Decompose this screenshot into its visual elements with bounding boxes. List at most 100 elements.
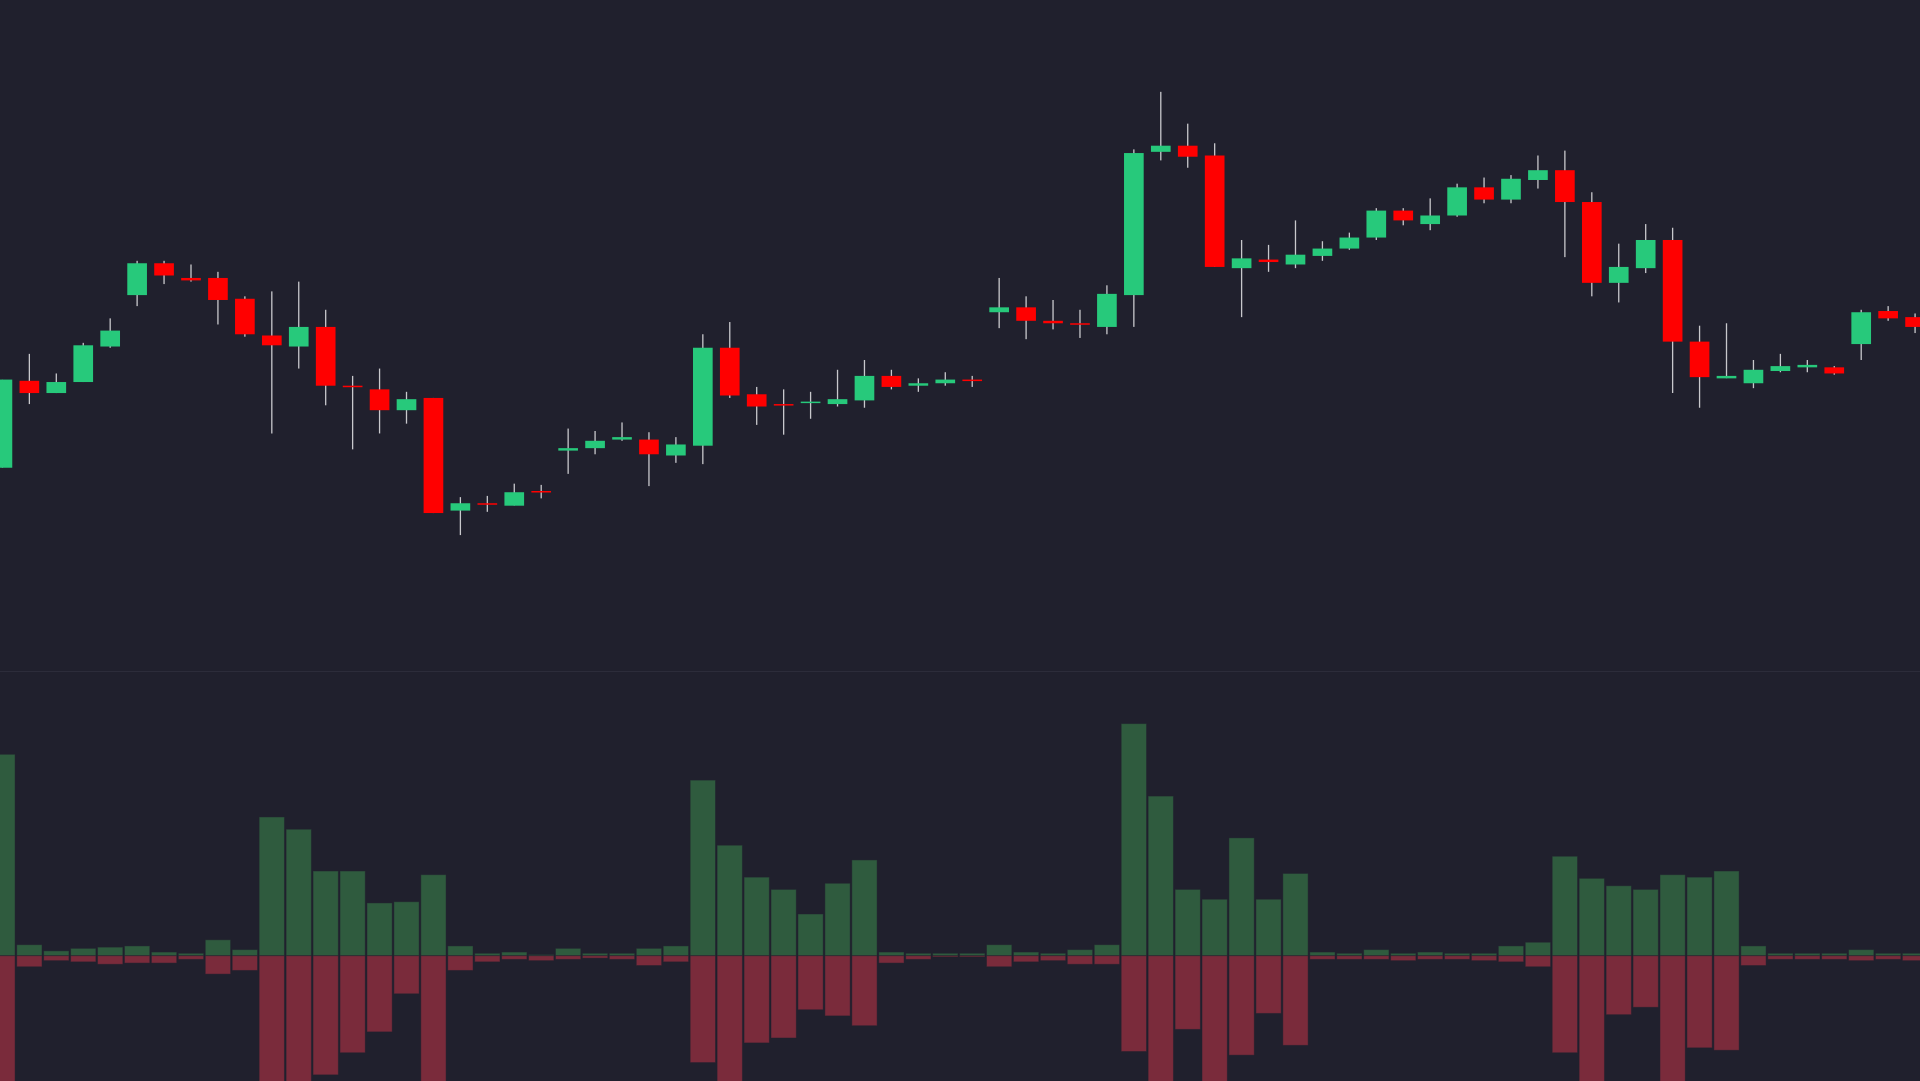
volume-bar — [1174, 955, 1201, 1030]
volume-bar — [1605, 955, 1632, 1016]
candle-body — [1608, 266, 1629, 283]
volume-bar — [1524, 955, 1552, 968]
volume-bar — [581, 955, 609, 959]
candle-body — [154, 263, 174, 276]
candle-body — [1581, 202, 1602, 283]
candle-body — [504, 492, 525, 506]
candle-body — [1555, 170, 1575, 203]
volume-bar — [1713, 955, 1740, 1051]
volume-bar — [1659, 955, 1686, 1081]
volume-bar — [932, 955, 959, 958]
volume-bar — [231, 949, 259, 957]
candle-body — [935, 379, 956, 384]
candle-body — [1474, 187, 1494, 200]
volume-bar — [420, 874, 447, 957]
volume-bar — [1417, 955, 1444, 960]
candle-body — [1231, 258, 1252, 269]
candle-body — [1851, 312, 1872, 345]
candle-body — [450, 503, 471, 511]
candle-body — [585, 440, 605, 449]
volume-bar — [635, 947, 663, 957]
volume-bar — [97, 946, 124, 957]
volume-bar — [447, 945, 474, 957]
volume-bar — [716, 955, 743, 1081]
volume-bar — [1093, 955, 1121, 965]
candle-body — [1635, 239, 1656, 269]
candle-body — [881, 375, 902, 387]
volume-bar — [177, 955, 205, 960]
volume-bar — [878, 955, 905, 964]
candle-body — [181, 277, 201, 281]
volume-bar — [662, 955, 690, 963]
volume-bar — [905, 955, 932, 960]
volume-bar — [420, 955, 447, 1081]
candle-body — [261, 335, 282, 346]
volume-bar — [285, 955, 312, 1081]
volume-bar — [554, 955, 582, 960]
volume-bar — [501, 951, 528, 957]
volume-bar — [43, 955, 70, 962]
volume-bar — [635, 955, 663, 967]
candle-body — [908, 383, 929, 386]
volume-bar — [1147, 795, 1174, 957]
candle-body — [1716, 375, 1737, 379]
volume-bar — [608, 955, 636, 960]
candle-body — [1824, 367, 1845, 374]
volume-bar — [1282, 872, 1309, 957]
candle-body — [288, 326, 309, 347]
volume-bar — [1120, 723, 1148, 957]
volume-bar — [366, 902, 393, 957]
volume-bar — [339, 955, 366, 1054]
volume-bar — [1794, 955, 1821, 960]
candle-body — [1124, 153, 1144, 296]
volume-bar — [528, 955, 555, 962]
volume-bar — [258, 816, 285, 957]
volume-bar — [501, 955, 528, 960]
candle-body — [19, 380, 40, 394]
candle-body — [1420, 215, 1441, 225]
candle-body — [666, 444, 686, 456]
candle-body — [719, 347, 740, 396]
volume-bar — [1686, 955, 1713, 1049]
candle-body — [73, 345, 94, 383]
volume-bar — [70, 955, 97, 963]
volume-bar — [1848, 955, 1875, 962]
volume-bar — [1093, 944, 1121, 957]
volume-bar — [1632, 888, 1659, 957]
volume-bar — [1497, 945, 1525, 957]
candle-body — [1150, 145, 1171, 152]
volume-bar — [1336, 955, 1363, 960]
volume-bar — [0, 955, 16, 1081]
volume-bar — [743, 876, 770, 957]
candle-body — [0, 379, 13, 468]
volume-bar — [1201, 898, 1228, 957]
candle-body — [1878, 311, 1898, 319]
volume-bar — [1551, 855, 1579, 957]
candle-body — [612, 437, 632, 440]
candle-body — [46, 382, 67, 394]
volume-bar — [1740, 955, 1767, 967]
volume-bar — [985, 944, 1013, 957]
volume-bar — [1282, 955, 1309, 1046]
volume-bar — [1228, 955, 1255, 1056]
candle-body — [1501, 178, 1521, 200]
volume-bar — [285, 828, 312, 957]
candle-body — [127, 263, 147, 296]
candle-body — [1366, 210, 1387, 238]
candle-body — [639, 439, 659, 455]
candle-body — [1016, 307, 1036, 321]
volume-bar — [716, 844, 743, 957]
volume-bar — [43, 950, 70, 957]
volume-bar — [366, 955, 393, 1033]
volume-bar — [1066, 955, 1094, 965]
candle-body — [1339, 237, 1360, 249]
volume-bar — [554, 947, 582, 957]
volume-bar — [97, 955, 124, 965]
volume-bar — [1874, 955, 1902, 960]
candle-body — [800, 401, 821, 404]
volume-bar — [1012, 955, 1040, 963]
candle-body — [477, 503, 498, 505]
volume-bar — [312, 955, 339, 1076]
